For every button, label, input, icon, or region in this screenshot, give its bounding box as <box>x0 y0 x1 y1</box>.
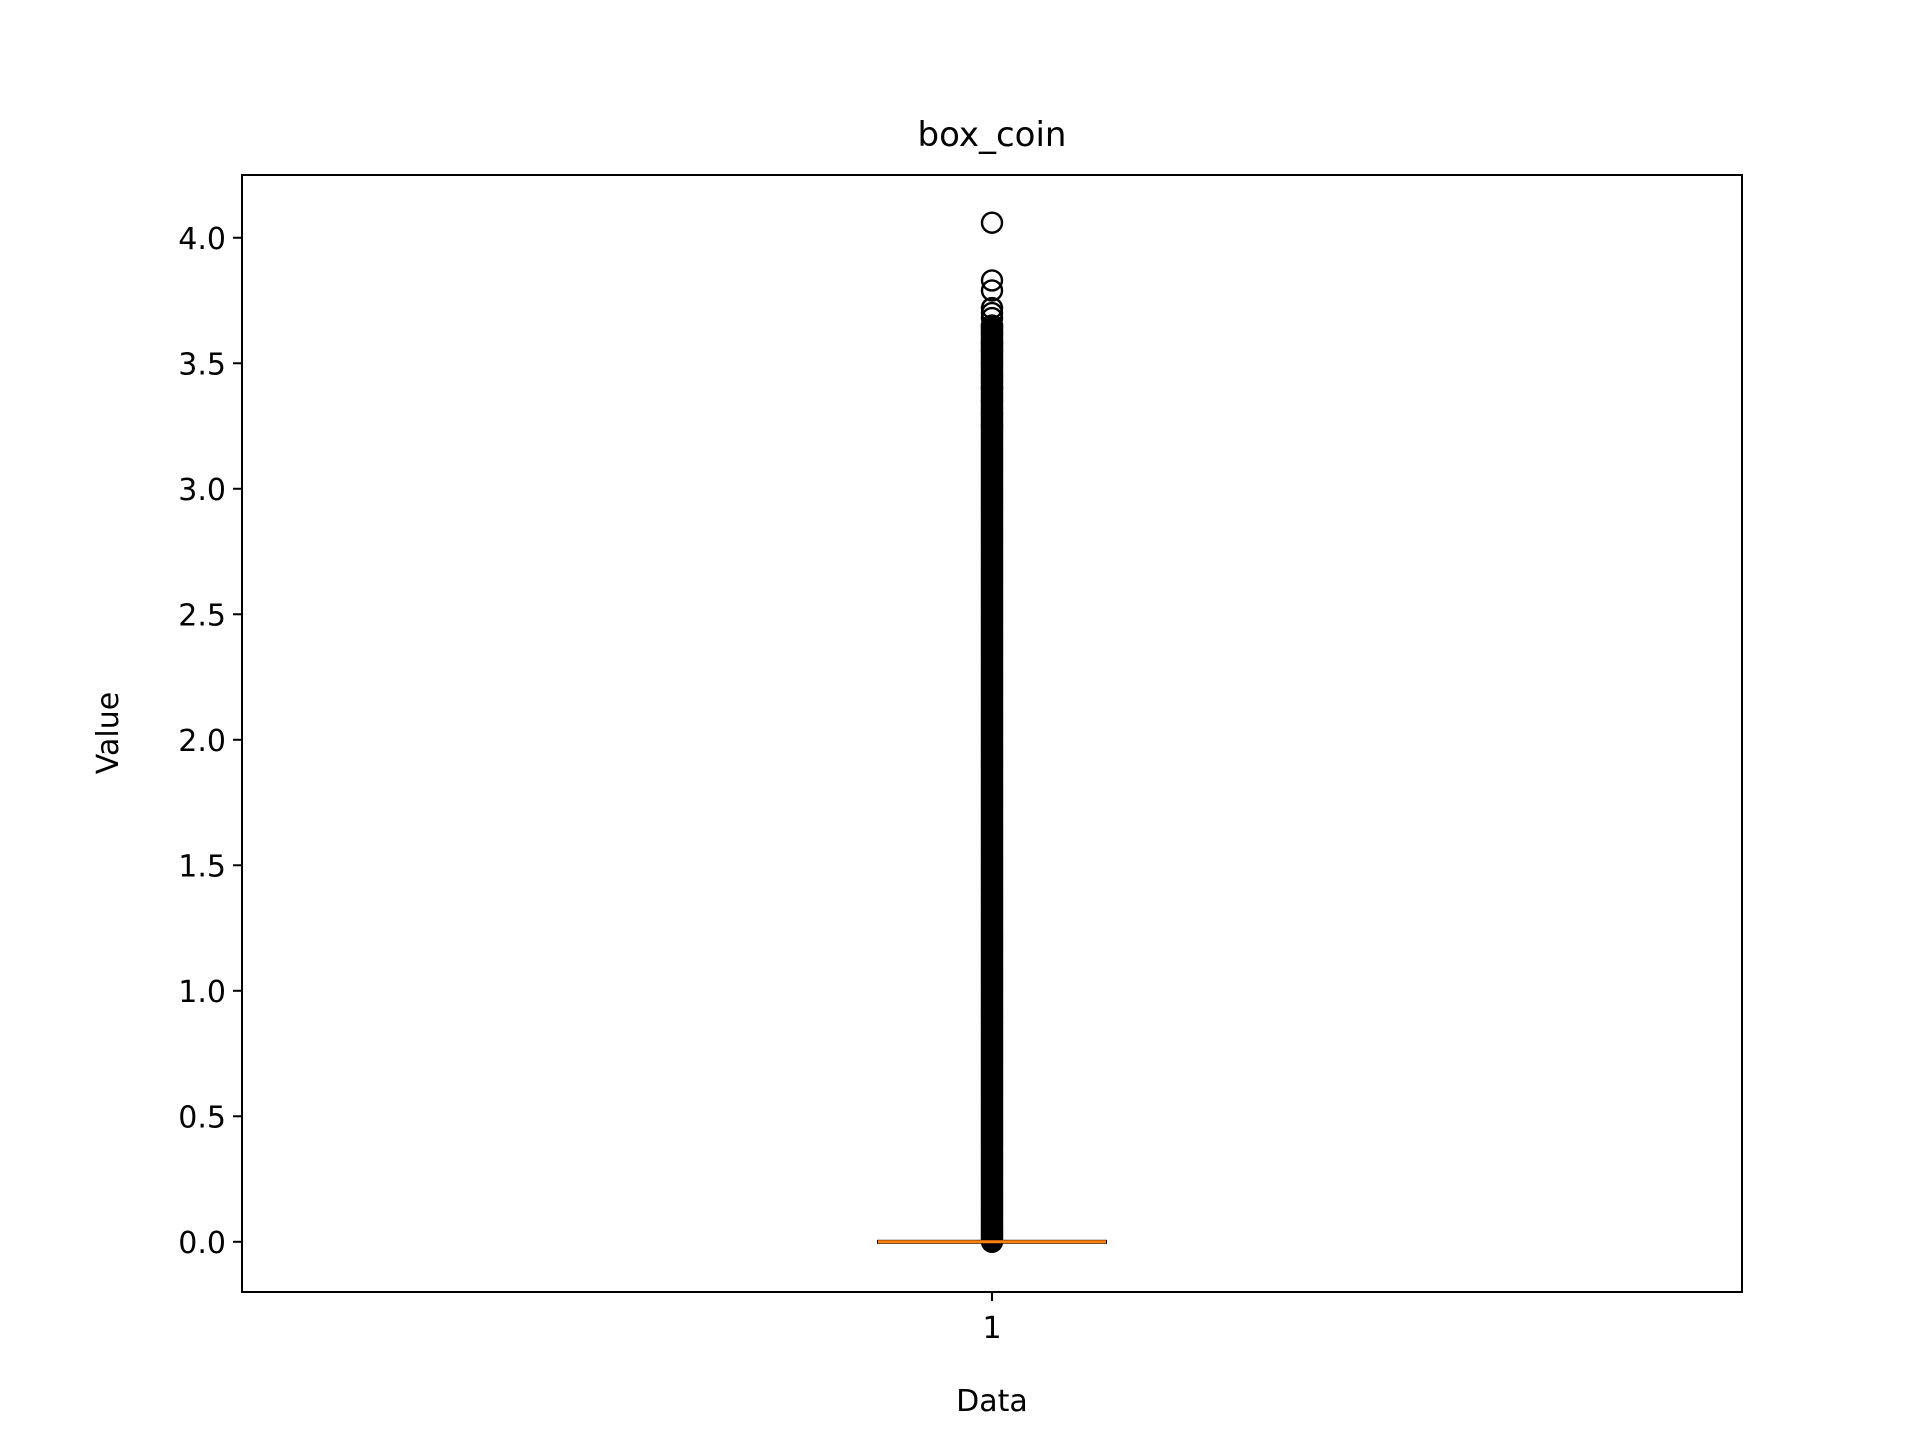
outlier-point <box>980 339 1004 362</box>
x-axis-label: Data <box>956 1384 1028 1419</box>
y-tick-label: 2.5 <box>178 598 226 633</box>
outlier-point <box>980 269 1004 292</box>
y-tick-label: 1.5 <box>178 849 226 884</box>
outlier-point <box>980 314 1004 337</box>
outlier-point <box>980 211 1004 234</box>
outlier-point <box>980 296 1004 320</box>
outlier-point <box>980 414 1004 438</box>
y-tick-label: 0.0 <box>178 1226 226 1261</box>
y-axis: 0.0 0.5 1.0 1.5 2.0 2.5 3.0 3.5 4.0 <box>178 222 242 1261</box>
y-tick-label: 3.5 <box>178 347 226 382</box>
y-tick-label: 0.5 <box>178 1100 226 1135</box>
outlier-point <box>980 377 1004 400</box>
plot-area <box>877 211 1107 1253</box>
outlier-point <box>980 364 1004 388</box>
axes-frame <box>241 174 1743 1293</box>
y-axis-label: Value <box>91 692 126 774</box>
outlier-point <box>980 402 1004 425</box>
y-tick-label: 3.0 <box>178 473 226 508</box>
x-tick-label: 1 <box>982 1311 1001 1346</box>
outlier-point <box>980 389 1004 413</box>
y-tick-label: 1.0 <box>178 975 226 1010</box>
y-tick-label: 4.0 <box>178 222 226 257</box>
outlier-point <box>980 279 1004 302</box>
y-tick-label: 2.0 <box>178 724 226 759</box>
outlier-point <box>980 331 1004 355</box>
x-axis: 1 <box>982 1292 1002 1346</box>
chart-title: box_coin <box>918 115 1067 155</box>
